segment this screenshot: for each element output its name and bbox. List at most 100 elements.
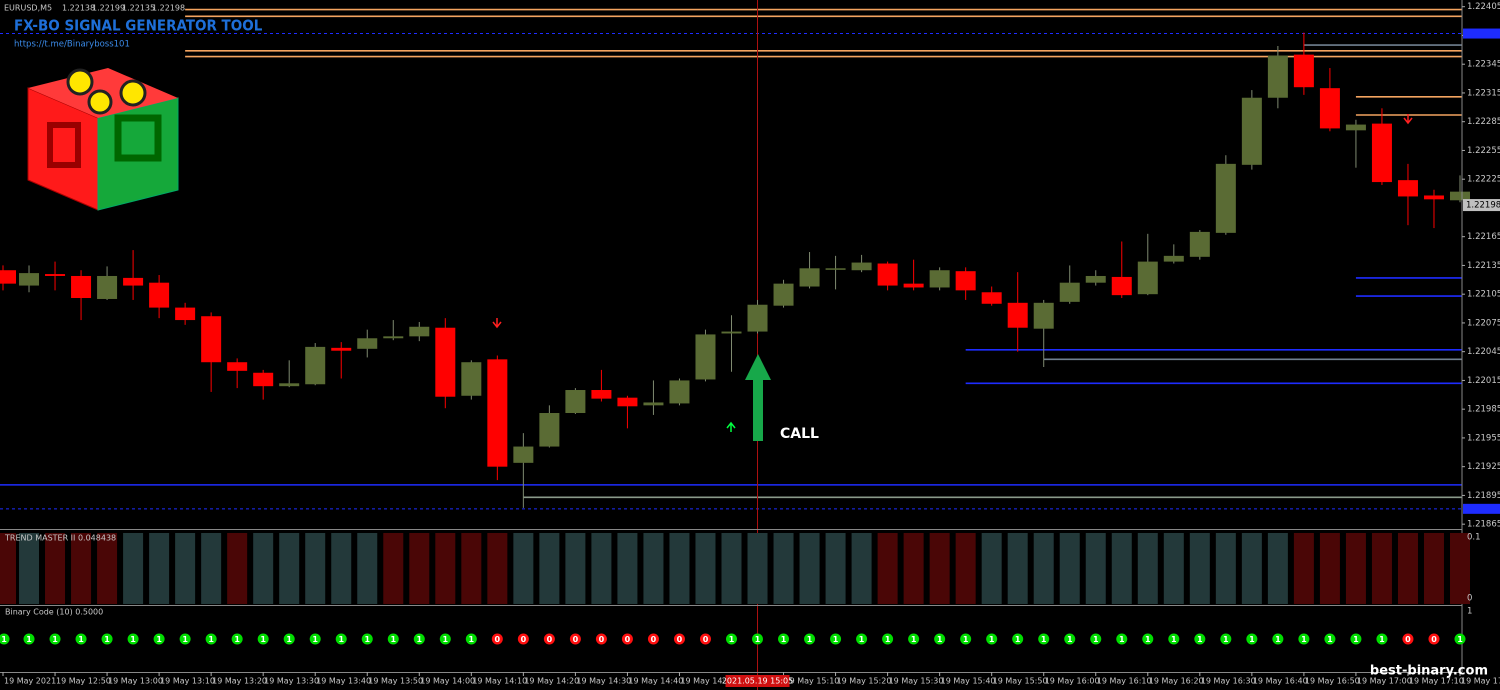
binary-dot (1428, 633, 1440, 645)
candle-body (0, 270, 16, 284)
binary-digit: 1 (469, 635, 475, 644)
candle-body (357, 338, 378, 349)
trend-bar (71, 533, 92, 604)
y-tick-label: 1.22225 (1467, 175, 1500, 185)
trend-bar (695, 533, 716, 604)
candle-body (1085, 275, 1106, 283)
logo-glyph (47, 122, 81, 168)
binary-digit: 1 (130, 635, 136, 644)
x-tick-label: 19 May 15:30 (889, 677, 944, 686)
y-tick-label: 1.22315 (1467, 88, 1500, 98)
trend-bar (1397, 533, 1418, 604)
symbol: EURUSD,M5 (4, 4, 52, 13)
trend-bar (1215, 533, 1236, 604)
candle-body (71, 275, 92, 299)
candle-body (1397, 180, 1418, 197)
candle-body (903, 283, 924, 288)
candle-body (773, 283, 794, 306)
ohlc-value: 1.22138 (62, 4, 95, 13)
y-tick-label: 1.21895 (1467, 491, 1500, 501)
binary-dot (1116, 633, 1128, 645)
candle-body (539, 413, 560, 447)
y-tick-label: 1.21865 (1467, 520, 1500, 530)
candle-body (1423, 195, 1444, 200)
binary-digit: 1 (807, 635, 813, 644)
trend-bar (1059, 533, 1080, 604)
candle-body (591, 390, 612, 399)
binary-dot (205, 633, 217, 645)
binary-digit: 0 (599, 635, 605, 644)
binary-digit: 0 (495, 635, 501, 644)
trend-bar (1450, 533, 1470, 604)
trend-bar (1085, 533, 1106, 604)
candle-body (1189, 231, 1210, 257)
ohlc-value: 1.22198 (152, 4, 185, 13)
trend-bar (1319, 533, 1340, 604)
trend-bar (773, 533, 794, 604)
y-tick-label: 1.22165 (1467, 232, 1500, 242)
trend-bar (435, 533, 456, 604)
binary-digit: 1 (182, 635, 188, 644)
x-tick-label: 19 May 16:00 (1045, 677, 1100, 686)
y-tick-label: 1.21925 (1467, 462, 1500, 472)
candle-body (461, 362, 482, 396)
candle-body (1371, 123, 1392, 183)
binary-dot (465, 633, 477, 645)
link[interactable]: https://t.me/Binaryboss101 (14, 40, 130, 50)
candle-body (721, 331, 742, 334)
ohlc-value: 1.22135 (122, 4, 155, 13)
candle-body (149, 282, 170, 308)
binary-dot (934, 633, 946, 645)
trend-bar (279, 533, 300, 604)
binary-digit: 1 (1249, 635, 1255, 644)
price-chart (0, 32, 1470, 508)
x-tick-label: 19 May 14:20 (524, 677, 579, 686)
trend-master-panel (0, 533, 1470, 604)
binary-digit: 1 (286, 635, 292, 644)
trend-bar (929, 533, 950, 604)
binary-dot (1064, 633, 1076, 645)
binary-digit: 1 (260, 635, 266, 644)
candle-body (201, 316, 222, 363)
candle-body (851, 262, 872, 271)
binary-dot (1220, 633, 1232, 645)
y-tick-label: 1.22045 (1467, 347, 1500, 357)
x-tick-label: 19 May 16:30 (1201, 677, 1256, 686)
candle-body (877, 263, 898, 286)
binary-digit: 1 (1067, 635, 1073, 644)
candle-body (1059, 282, 1080, 302)
x-tick-label: 19 May 16:40 (1253, 677, 1308, 686)
candle-body (955, 271, 976, 291)
x-tick-label: 19 May 2021 (4, 677, 56, 686)
trend-bar (357, 533, 378, 604)
indicator-label: TREND MASTER II 0.048438 (4, 534, 116, 543)
binary-dot (986, 633, 998, 645)
binary-digit: 1 (937, 635, 943, 644)
binary-dot (179, 633, 191, 645)
binary-digit: 1 (1041, 635, 1047, 644)
binary-dot (1168, 633, 1180, 645)
binary-dot (49, 633, 61, 645)
binary-digit: 1 (1119, 635, 1125, 644)
candle-body (695, 334, 716, 380)
trend-bar (565, 533, 586, 604)
logo-coin (87, 89, 113, 115)
trend-bar (19, 533, 40, 604)
trend-bar (591, 533, 612, 604)
binary-digit: 1 (755, 635, 761, 644)
trend-bar (1137, 533, 1158, 604)
binary-dot (569, 633, 581, 645)
candle-body (1241, 97, 1262, 165)
trend-bar (877, 533, 898, 604)
binary-dot (1454, 633, 1466, 645)
binary-dot (621, 633, 633, 645)
binary-dot (673, 633, 685, 645)
binary-digit: 1 (52, 635, 58, 644)
trend-bar (253, 533, 274, 604)
binary-digit: 1 (989, 635, 995, 644)
binary-digit: 1 (729, 635, 735, 644)
y-tick-label: 1.22255 (1467, 146, 1500, 156)
binary-digit: 1 (1, 635, 7, 644)
y-tick-label: 1.21985 (1467, 405, 1500, 415)
